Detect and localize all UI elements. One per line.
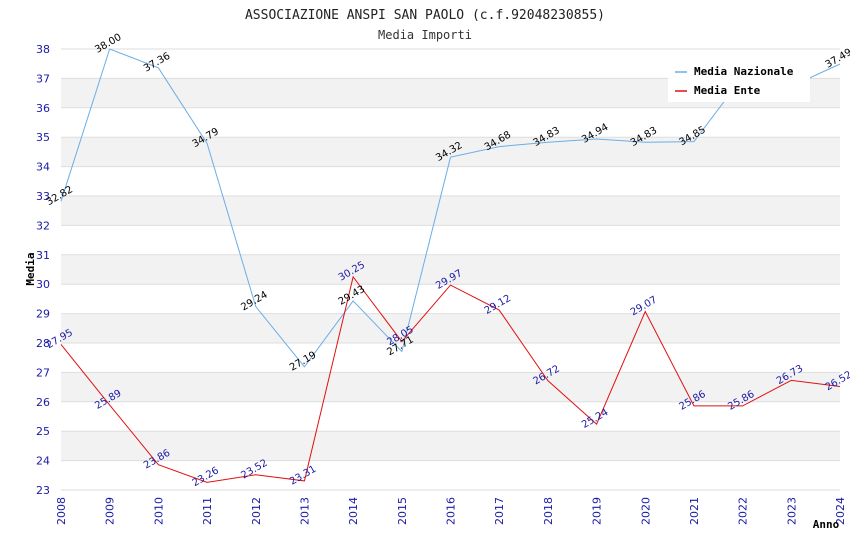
y-tick-label: 25 (36, 425, 50, 438)
series-line-media-ente (60, 275, 841, 483)
legend-label-media-ente: Media Ente (694, 84, 761, 97)
x-tick-label: 2016 (445, 497, 458, 525)
y-tick-label: 28 (36, 337, 50, 350)
grid-band (61, 313, 840, 343)
grid-band (61, 196, 840, 226)
series-line-media-nazionale (60, 48, 841, 368)
x-tick-label: 2017 (493, 497, 506, 525)
grid-band (61, 460, 840, 490)
x-axis-ticks: 2008 2009 2010 2011 2012 2013 2014 2015 2016 2017… (55, 497, 847, 525)
grid-band (61, 254, 840, 285)
y-tick-label: 37 (36, 72, 50, 85)
x-tick-label: 2019 (591, 497, 604, 525)
grid-band (61, 107, 840, 138)
y-tick-label: 27 (36, 366, 50, 379)
grid-band (61, 431, 840, 461)
grid-band (61, 343, 840, 373)
y-axis-label: Media (24, 252, 37, 285)
y-tick-label: 34 (36, 161, 50, 174)
grid-bands (61, 48, 840, 491)
x-axis-label: Anno (813, 518, 840, 531)
grid-band (61, 372, 840, 402)
x-tick-label: 2008 (55, 497, 68, 525)
y-tick-label: 31 (36, 249, 50, 262)
y-tick-label: 35 (36, 131, 50, 144)
grid-band (61, 137, 840, 167)
y-tick-label: 23 (36, 484, 50, 497)
y-tick-label: 26 (36, 396, 50, 409)
y-axis-ticks: 23 24 25 26 27 28 29 30 31 32 33 34 35 36 37 38 (36, 43, 50, 497)
grid-band (61, 401, 840, 432)
legend-box (668, 60, 810, 102)
y-tick-label: 24 (36, 455, 50, 468)
x-tick-label: 2013 (298, 497, 311, 525)
grid-band (61, 225, 840, 255)
chart-subtitle: Media Importi (378, 28, 472, 42)
y-tick-label: 32 (36, 219, 50, 232)
x-tick-label: 2010 (152, 497, 165, 525)
legend: Media Nazionale Media Ente (668, 60, 810, 102)
y-tick-label: 30 (36, 278, 50, 291)
x-tick-label: 2015 (396, 497, 409, 525)
x-tick-label: 2018 (542, 497, 555, 525)
x-tick-label: 2011 (201, 497, 214, 525)
series-lines (60, 48, 841, 483)
x-tick-label: 2024 (834, 497, 847, 525)
y-tick-label: 38 (36, 43, 50, 56)
x-tick-label: 2022 (737, 497, 750, 525)
x-tick-label: 2023 (785, 497, 798, 525)
x-tick-label: 2020 (639, 497, 652, 525)
x-tick-label: 2009 (104, 497, 117, 525)
x-tick-label: 2021 (688, 497, 701, 525)
y-tick-label: 36 (36, 102, 50, 115)
x-tick-label: 2014 (347, 497, 360, 525)
grid-band (61, 166, 840, 196)
y-tick-label: 29 (36, 308, 50, 321)
chart-title: ASSOCIAZIONE ANSPI SAN PAOLO (c.f.920482… (245, 8, 605, 23)
x-tick-label: 2012 (250, 497, 263, 525)
legend-label-media-nazionale: Media Nazionale (694, 65, 794, 78)
y-tick-label: 33 (36, 190, 50, 203)
grid-band (61, 284, 840, 314)
